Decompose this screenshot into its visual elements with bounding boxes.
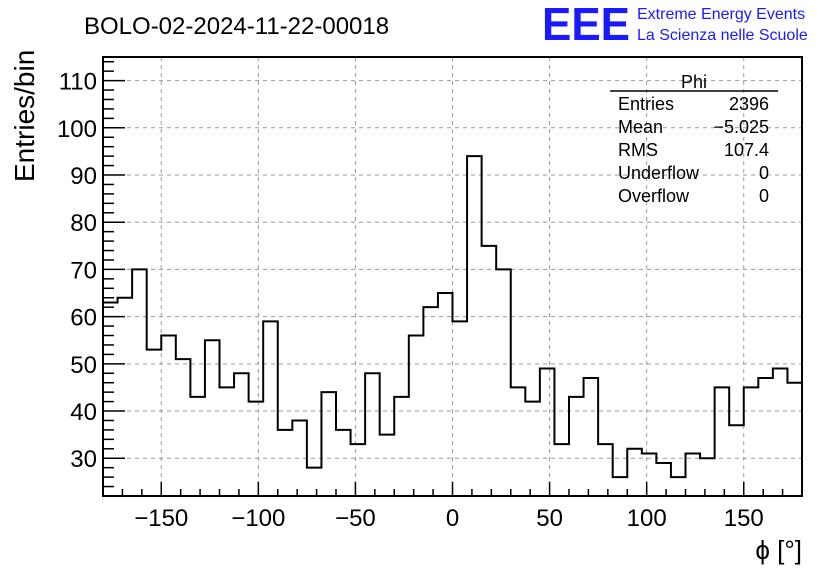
x-axis-label: ϕ [°] — [755, 535, 802, 565]
y-tick-label: 60 — [70, 305, 97, 332]
y-tick-label: 110 — [59, 69, 97, 96]
chart-title: BOLO-02-2024-11-22-00018 — [84, 13, 389, 40]
histogram-bin — [773, 369, 788, 496]
histogram-bin — [220, 387, 235, 496]
histogram-bin — [132, 269, 147, 496]
stats-row-label: Overflow — [618, 186, 690, 206]
histogram-bin — [715, 387, 730, 496]
histogram-bin — [394, 397, 409, 496]
stats-box: Phi Entries 2396 Mean −5.025 RMS 107.4 Underfl… — [610, 72, 778, 206]
stats-row: Entries 2396 — [618, 94, 769, 114]
histogram-bin — [540, 369, 555, 496]
y-tick-label: 70 — [70, 257, 97, 284]
histogram-bin — [438, 293, 453, 496]
x-tick-label: −150 — [134, 505, 188, 532]
histogram-bin — [613, 477, 628, 496]
histogram-bin — [642, 454, 657, 496]
y-tick-label: 90 — [70, 163, 97, 190]
y-tick-label: 50 — [70, 352, 97, 379]
x-tick-labels: −150 −100 −50 0 50 100 150 — [134, 505, 764, 532]
histogram-bin — [569, 397, 584, 496]
y-tick-label: 80 — [70, 210, 97, 237]
stats-row: Underflow 0 — [618, 163, 769, 183]
histogram-bin — [365, 373, 380, 496]
histogram-bin — [263, 321, 278, 496]
histogram-bin — [496, 269, 511, 496]
histogram-bin — [787, 383, 802, 496]
histogram-bin — [700, 458, 715, 496]
stats-row-label: RMS — [618, 140, 658, 160]
y-tick-label: 30 — [70, 446, 97, 473]
x-tick-label: 50 — [536, 505, 563, 532]
y-tick-label: 40 — [70, 399, 97, 426]
histogram-bin — [584, 378, 599, 496]
y-tick-label: 100 — [57, 116, 97, 143]
histogram-bin — [278, 430, 293, 496]
stats-row-value: 107.4 — [724, 140, 769, 160]
histogram-bin — [671, 477, 686, 496]
histogram-bin — [744, 387, 759, 496]
histogram-bin — [321, 392, 336, 496]
histogram-outline — [103, 155, 803, 479]
x-tick-label: 100 — [627, 505, 667, 532]
histogram-bin — [423, 307, 438, 496]
histogram-bin — [380, 435, 395, 496]
histogram-bin — [598, 444, 613, 496]
stats-row-value: 2396 — [729, 94, 769, 114]
histogram-bins — [103, 156, 802, 496]
stats-title: Phi — [681, 72, 707, 92]
histogram-bin — [686, 454, 701, 496]
histogram-bin — [656, 463, 671, 496]
stats-row: RMS 107.4 — [618, 140, 769, 160]
eee-logo-line2: La Scienza nelle Scuole — [637, 27, 808, 44]
histogram-bin — [554, 444, 569, 496]
histogram-bin — [234, 373, 249, 496]
stats-row-label: Mean — [618, 117, 663, 137]
y-tick-labels: 30 40 50 60 70 80 90 100 110 — [57, 69, 97, 474]
x-tick-label: 0 — [446, 505, 459, 532]
axis-ticks — [103, 60, 784, 496]
histogram-bin — [336, 430, 351, 496]
histogram-bin — [307, 468, 322, 496]
histogram-bin — [729, 425, 744, 496]
histogram-bin — [627, 449, 642, 496]
stats-row-value: 0 — [759, 186, 769, 206]
eee-logo-line1: Extreme Energy Events — [637, 6, 805, 23]
stats-row-label: Underflow — [618, 163, 700, 183]
histogram-bin — [249, 402, 264, 496]
histogram-bin — [511, 387, 526, 496]
histogram-bin — [409, 336, 424, 496]
stats-row-value: 0 — [759, 163, 769, 183]
histogram-bin — [525, 402, 540, 496]
y-axis-label: Entries/bin — [9, 50, 40, 182]
histogram-bin — [467, 156, 482, 496]
stats-row: Overflow 0 — [618, 186, 769, 206]
histogram-bin — [118, 298, 133, 496]
histogram-bin — [453, 321, 468, 496]
histogram-bin — [758, 378, 773, 496]
stats-row: Mean −5.025 — [618, 117, 769, 137]
eee-logo: EEE Extreme Energy Events La Scienza nel… — [542, 0, 808, 50]
x-tick-label: −100 — [231, 505, 285, 532]
x-tick-label: 150 — [724, 505, 764, 532]
grid-lines — [103, 57, 802, 496]
histogram-bin — [351, 444, 366, 496]
stats-row-value: −5.025 — [713, 117, 769, 137]
histogram-bin — [190, 397, 205, 496]
histogram-bin — [161, 336, 176, 496]
eee-logo-mark: EEE — [542, 0, 630, 50]
x-tick-label: −50 — [335, 505, 376, 532]
stats-row-label: Entries — [618, 94, 674, 114]
histogram-bin — [147, 350, 162, 496]
histogram-bin — [176, 359, 191, 496]
